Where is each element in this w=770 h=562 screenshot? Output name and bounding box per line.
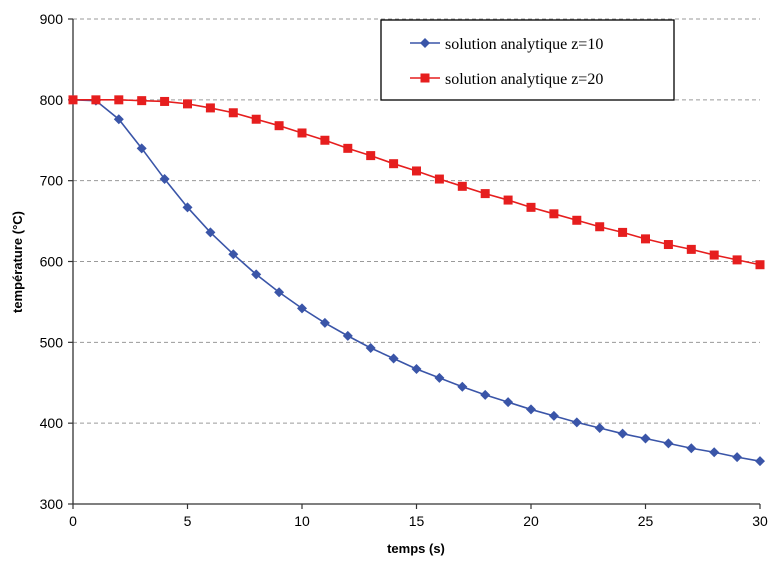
data-point-square <box>68 95 78 105</box>
data-point-diamond <box>411 364 422 375</box>
x-tick-label: 15 <box>409 513 425 529</box>
y-tick-label: 500 <box>40 334 64 350</box>
data-point-diamond <box>365 342 376 353</box>
data-point-diamond <box>663 438 674 449</box>
x-tick-label: 5 <box>184 513 192 529</box>
data-point-square <box>183 99 192 109</box>
data-point-square <box>732 255 742 265</box>
data-point-square <box>686 244 696 254</box>
legend-entry-z20: solution analytique z=20 <box>410 71 603 88</box>
data-point-square <box>251 114 261 124</box>
data-point-diamond <box>571 417 582 428</box>
data-point-diamond <box>159 174 170 185</box>
data-point-square <box>618 227 628 237</box>
data-point-square <box>320 135 330 145</box>
data-point-diamond <box>388 353 399 364</box>
data-point-square <box>343 143 353 153</box>
legend: solution analytique z=10 solution analyt… <box>380 19 675 101</box>
data-point-diamond <box>594 423 605 434</box>
data-point-diamond <box>297 303 307 314</box>
data-point-diamond <box>228 249 239 260</box>
data-point-square <box>755 260 765 270</box>
y-tick-label: 300 <box>40 496 64 512</box>
data-point-diamond <box>319 317 330 328</box>
series-group <box>68 94 765 467</box>
data-point-square <box>526 202 536 212</box>
data-point-diamond <box>457 381 468 392</box>
data-point-diamond <box>617 428 628 439</box>
data-point-diamond <box>113 114 124 125</box>
y-tick-label: 700 <box>40 173 64 189</box>
x-tick-label: 0 <box>69 513 77 529</box>
data-point-diamond <box>686 443 697 454</box>
data-point-diamond <box>640 433 651 444</box>
data-point-square <box>503 195 513 205</box>
data-point-square <box>480 189 490 199</box>
data-point-diamond <box>136 143 147 154</box>
x-tick-label: 20 <box>523 513 539 529</box>
data-point-diamond <box>182 202 193 213</box>
data-point-square <box>297 128 307 138</box>
data-point-diamond <box>480 389 491 400</box>
y-tick-label: 800 <box>40 92 64 108</box>
data-point-diamond <box>503 397 514 408</box>
data-point-square <box>595 222 605 232</box>
data-point-square <box>160 96 170 106</box>
legend-box <box>380 19 675 101</box>
data-point-square <box>457 181 467 191</box>
data-point-diamond <box>205 227 216 238</box>
y-tick-label: 400 <box>40 415 64 431</box>
x-tick-label: 25 <box>638 513 654 529</box>
y-tick-label: 900 <box>40 11 64 27</box>
y-axis-title: température (°C) <box>10 211 25 313</box>
data-point-square <box>274 121 284 131</box>
data-point-square <box>663 240 673 250</box>
data-point-diamond <box>755 456 765 467</box>
x-tick-label: 10 <box>294 513 310 529</box>
data-point-square <box>709 250 719 260</box>
data-point-square <box>389 159 399 169</box>
data-point-diamond <box>732 452 743 463</box>
data-point-diamond <box>526 404 536 415</box>
data-point-square <box>412 166 421 176</box>
data-point-square <box>205 103 215 113</box>
legend-entry-z10: solution analytique z=10 <box>410 36 603 53</box>
legend-marker-z10-diamond-icon <box>420 38 430 48</box>
data-point-diamond <box>434 372 445 383</box>
data-point-diamond <box>548 410 559 421</box>
legend-label-z10: solution analytique z=10 <box>445 36 603 53</box>
data-point-square <box>114 95 124 105</box>
data-point-square <box>228 108 238 118</box>
data-point-diamond <box>342 330 353 341</box>
data-point-square <box>137 96 147 106</box>
y-tick-label: 600 <box>40 254 64 270</box>
data-point-square <box>549 209 559 219</box>
legend-marker-z20-square-icon <box>420 73 430 83</box>
tick-labels: 300 400 500 600 700 800 900 0 5 10 15 20 25 30 <box>40 11 768 529</box>
data-point-diamond <box>709 447 720 458</box>
data-point-square <box>91 95 101 105</box>
data-point-square <box>366 151 376 161</box>
data-point-square <box>641 234 650 244</box>
x-axis-title: temps (s) <box>387 541 445 556</box>
data-point-square <box>572 215 582 225</box>
data-point-diamond <box>251 269 262 280</box>
series-2 <box>68 95 765 270</box>
legend-label-z20: solution analytique z=20 <box>445 71 603 88</box>
x-tick-label: 30 <box>752 513 768 529</box>
data-point-diamond <box>274 287 285 298</box>
data-point-square <box>434 174 444 184</box>
